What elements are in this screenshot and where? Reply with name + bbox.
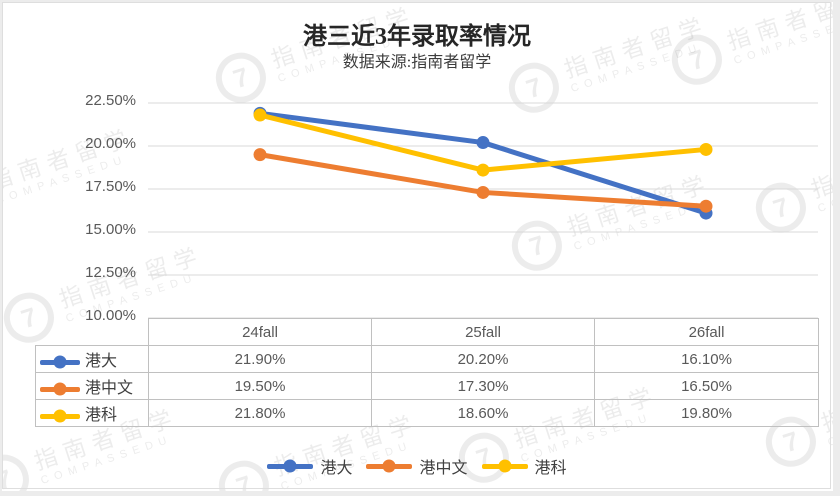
series-name: 港大 <box>85 353 118 370</box>
series-name: 港中文 <box>85 380 134 397</box>
series-line-港科 <box>257 112 709 173</box>
data-table: 24fall 25fall 26fall 港大 21.90% 20.20% 16.10% 港中… <box>35 318 819 427</box>
series-marker-icon <box>366 459 413 473</box>
data-point <box>699 206 713 220</box>
series-marker-icon <box>267 459 314 473</box>
y-tick-label: 17.50% <box>85 178 136 195</box>
series-marker-icon <box>481 459 528 473</box>
series-row-header: 港中文 <box>35 372 149 400</box>
marker-dot-icon <box>283 459 297 473</box>
value-cell: 21.80% <box>148 399 372 427</box>
frame-edge <box>0 0 2 496</box>
data-point <box>476 185 490 199</box>
y-tick-label: 10.00% <box>85 307 136 324</box>
value-cell: 21.90% <box>148 345 372 373</box>
data-point <box>253 108 267 122</box>
value-cell: 19.80% <box>594 399 819 427</box>
table-header-row: 24fall 25fall 26fall <box>36 318 819 346</box>
legend-item-港中文: 港中文 <box>366 454 468 478</box>
compassedu-logo-icon: 7 <box>749 176 813 240</box>
frame-edge <box>0 0 840 2</box>
y-tick-label: 20.00% <box>85 135 136 152</box>
frame-edge <box>0 491 840 496</box>
value-cell: 17.30% <box>371 372 595 400</box>
marker-dot-icon <box>382 459 396 473</box>
series-marker-icon <box>40 409 80 423</box>
legend-label: 港大 <box>320 460 353 477</box>
legend-label: 港中文 <box>419 460 468 477</box>
chart-legend: 港大 港中文 港科 <box>0 454 834 478</box>
table-row: 港科 21.80% 18.60% 19.80% <box>35 399 819 427</box>
chart-title: 港三近3年录取率情况 <box>303 24 531 50</box>
marker-dot-icon <box>498 459 511 473</box>
table-corner-cell <box>36 319 149 346</box>
marker-dot-icon <box>53 355 67 369</box>
value-cell: 16.10% <box>594 345 819 373</box>
column-header: 24fall <box>148 318 372 346</box>
y-tick-label: 12.50% <box>85 264 136 281</box>
frame-edge <box>833 0 840 496</box>
series-line-港大 <box>257 110 709 216</box>
value-cell: 19.50% <box>148 372 372 400</box>
legend-label: 港科 <box>534 460 567 477</box>
table-row: 港中文 19.50% 17.30% 16.50% <box>35 372 819 400</box>
data-point <box>253 148 267 162</box>
data-point <box>699 142 713 156</box>
series-row-header: 港科 <box>35 399 149 427</box>
series-line-港中文 <box>257 152 709 209</box>
data-point <box>476 136 490 150</box>
column-header: 26fall <box>594 318 819 346</box>
value-cell: 20.20% <box>371 345 595 373</box>
marker-dot-icon <box>53 409 67 423</box>
legend-item-港科: 港科 <box>481 454 567 478</box>
table-row: 港大 21.90% 20.20% 16.10% <box>35 345 819 373</box>
chart-subtitle: 数据来源:指南者留学 <box>342 54 492 71</box>
legend-item-港大: 港大 <box>267 454 352 478</box>
y-tick-label: 15.00% <box>85 221 136 238</box>
value-cell: 18.60% <box>371 399 595 427</box>
data-point <box>699 199 713 213</box>
series-name: 港科 <box>85 407 118 424</box>
marker-dot-icon <box>53 382 67 396</box>
compassedu-logo-icon: 7 <box>505 214 569 278</box>
column-header: 25fall <box>371 318 595 346</box>
data-point <box>253 106 267 120</box>
series-row-header: 港大 <box>35 345 149 373</box>
series-marker-icon <box>40 355 80 369</box>
value-cell: 16.50% <box>594 372 819 400</box>
y-tick-label: 22.50% <box>85 92 136 109</box>
data-point <box>476 163 490 177</box>
series-marker-icon <box>40 382 80 396</box>
